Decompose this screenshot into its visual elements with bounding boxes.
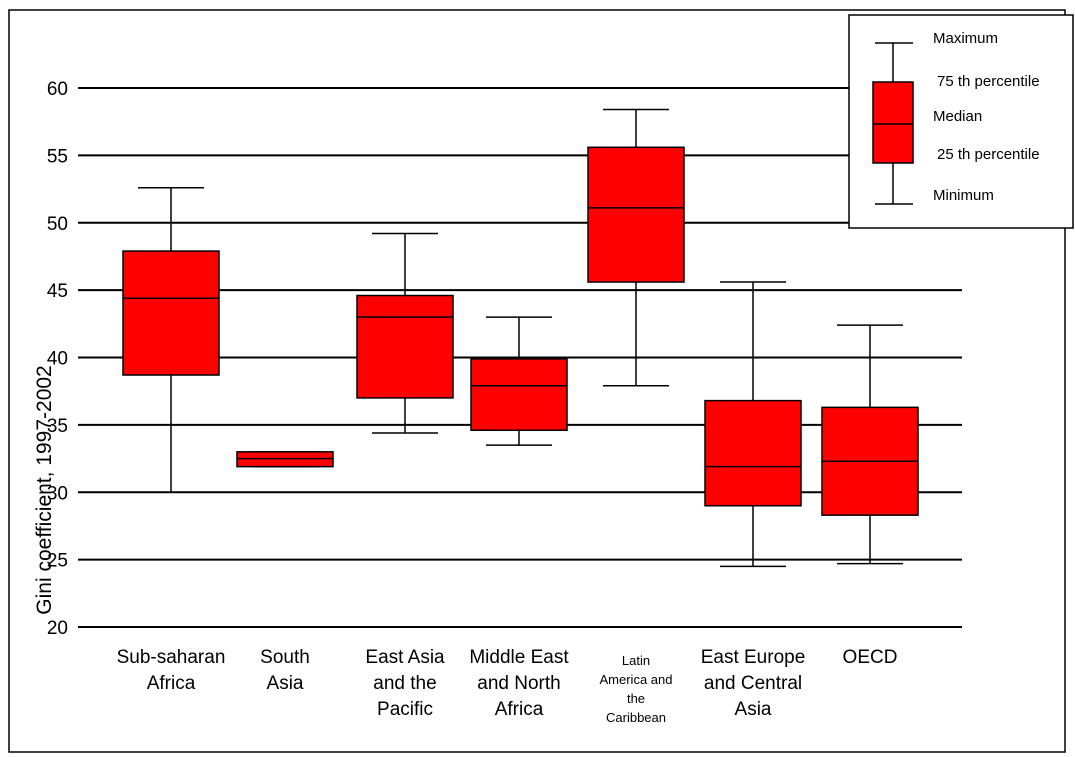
iqr-box <box>356 294 454 399</box>
grid-lines <box>78 87 962 628</box>
iqr-box <box>470 358 568 432</box>
y-axis-label: Gini coefficient, 1997-2002 <box>33 365 56 614</box>
category-label-4: Latin America and the Caribbean <box>600 653 673 725</box>
y-tick-label-45: 45 <box>47 281 68 302</box>
legend-box <box>872 81 914 164</box>
legend-p75: 75 th percentile <box>937 73 1040 90</box>
y-tick-label-30: 30 <box>47 483 68 504</box>
y-tick-label-35: 35 <box>47 416 68 437</box>
y-tick-label-50: 50 <box>47 214 68 235</box>
y-tick-label-40: 40 <box>47 349 68 370</box>
legend-p25: 25 th percentile <box>937 146 1040 163</box>
iqr-box <box>704 399 802 507</box>
box-1 <box>236 451 334 468</box>
box-5 <box>704 281 802 568</box>
category-label-0: Sub-saharan Africa <box>117 647 226 694</box>
category-label-2: East Asia and the Pacific <box>365 647 445 720</box>
box-0 <box>122 186 220 493</box>
category-labels: Sub-saharan Africa South Asia East Asia and t… <box>117 647 898 725</box>
legend-minimum: Minimum <box>933 187 994 204</box>
y-tick-label-20: 20 <box>47 618 68 639</box>
y-tick-labels: 20 25 30 35 40 45 50 55 60 <box>47 79 68 639</box>
box-plots <box>122 108 919 568</box>
legend-median: Median <box>933 108 982 125</box>
iqr-box <box>122 250 220 376</box>
y-tick-label-60: 60 <box>47 79 68 100</box>
box-2 <box>356 232 454 434</box>
category-label-1: South Asia <box>260 647 310 694</box>
y-tick-label-55: 55 <box>47 146 68 167</box>
category-label-5: East Europe and Central Asia <box>701 647 806 720</box>
box-4 <box>587 108 685 387</box>
legend-maximum: Maximum <box>933 30 998 47</box>
box-6 <box>821 324 919 565</box>
y-tick-label-25: 25 <box>47 551 68 572</box>
iqr-box <box>587 146 685 283</box>
category-label-6: OECD <box>843 647 898 668</box>
legend: Maximum 75 th percentile Median 25 th pe… <box>848 14 1074 229</box>
box-3 <box>470 316 568 446</box>
chart-frame <box>8 9 1066 753</box>
category-label-3: Middle East and North Africa <box>469 647 569 720</box>
